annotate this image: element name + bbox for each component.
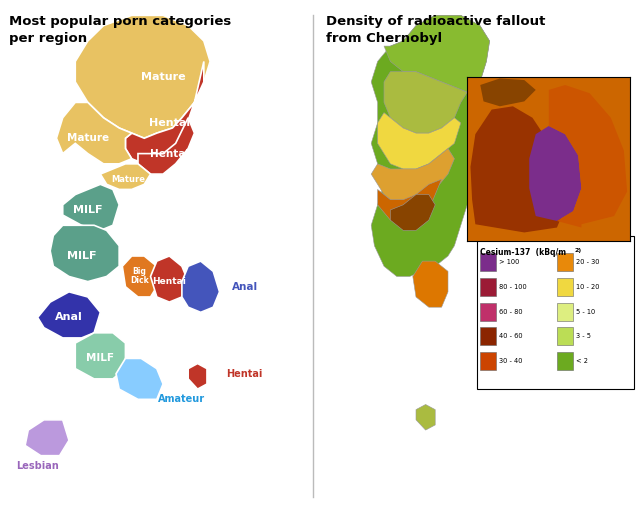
Polygon shape xyxy=(150,256,188,302)
Polygon shape xyxy=(38,292,100,338)
Text: < 2: < 2 xyxy=(576,358,588,364)
Polygon shape xyxy=(371,15,490,276)
Text: 60 - 80: 60 - 80 xyxy=(499,309,523,314)
Text: 5 - 10: 5 - 10 xyxy=(576,309,595,314)
Polygon shape xyxy=(384,15,490,92)
Bar xyxy=(557,303,573,321)
Text: Mature: Mature xyxy=(111,175,145,184)
Polygon shape xyxy=(182,261,220,312)
Text: Cesium-137  (kBq/m: Cesium-137 (kBq/m xyxy=(480,248,566,258)
Polygon shape xyxy=(470,106,565,232)
Text: 40 - 60: 40 - 60 xyxy=(499,333,523,339)
Text: MILF: MILF xyxy=(67,251,96,261)
Polygon shape xyxy=(529,126,581,221)
Text: Hentai: Hentai xyxy=(150,148,189,159)
FancyBboxPatch shape xyxy=(477,236,634,389)
Polygon shape xyxy=(390,195,435,230)
Polygon shape xyxy=(76,333,125,379)
Text: Lesbian: Lesbian xyxy=(15,461,58,471)
Text: > 100: > 100 xyxy=(499,260,520,265)
Polygon shape xyxy=(480,78,536,106)
Polygon shape xyxy=(76,15,210,138)
Bar xyxy=(480,327,496,345)
Polygon shape xyxy=(467,77,630,241)
Text: 80 - 100: 80 - 100 xyxy=(499,284,527,290)
Polygon shape xyxy=(100,164,150,189)
Text: 20 - 30: 20 - 30 xyxy=(576,260,600,265)
Text: 10 - 20: 10 - 20 xyxy=(576,284,600,290)
Text: Mature: Mature xyxy=(67,133,109,143)
Polygon shape xyxy=(384,72,467,133)
Polygon shape xyxy=(125,61,204,164)
Bar xyxy=(557,327,573,345)
Polygon shape xyxy=(116,358,163,399)
Text: 30 - 40: 30 - 40 xyxy=(499,358,523,364)
Text: Anal: Anal xyxy=(232,282,258,292)
Text: MILF: MILF xyxy=(86,353,115,364)
Polygon shape xyxy=(371,148,454,205)
Text: Hentai: Hentai xyxy=(226,369,262,379)
Text: Hentai: Hentai xyxy=(152,277,186,286)
Text: Amateur: Amateur xyxy=(158,394,205,404)
Polygon shape xyxy=(50,225,119,282)
Bar xyxy=(557,253,573,271)
Polygon shape xyxy=(378,113,461,169)
Bar xyxy=(480,303,496,321)
Text: 3 - 5: 3 - 5 xyxy=(576,333,591,339)
Bar xyxy=(557,278,573,296)
Bar xyxy=(557,352,573,370)
Text: Mature: Mature xyxy=(141,72,186,82)
Bar xyxy=(480,278,496,296)
Polygon shape xyxy=(416,404,435,430)
Text: MILF: MILF xyxy=(73,205,102,215)
Polygon shape xyxy=(413,261,448,307)
Text: Anal: Anal xyxy=(55,312,83,323)
Polygon shape xyxy=(56,102,132,164)
Polygon shape xyxy=(378,179,442,225)
Polygon shape xyxy=(138,118,195,174)
Text: Hentai: Hentai xyxy=(148,118,190,128)
Text: Most popular porn categories
per region: Most popular porn categories per region xyxy=(10,15,232,46)
Text: Density of radioactive fallout
from Chernobyl: Density of radioactive fallout from Cher… xyxy=(326,15,546,46)
Text: 2): 2) xyxy=(575,248,582,253)
Polygon shape xyxy=(63,184,119,230)
Polygon shape xyxy=(122,256,157,297)
Polygon shape xyxy=(548,85,627,227)
Bar xyxy=(480,352,496,370)
Polygon shape xyxy=(25,420,69,456)
Bar xyxy=(480,253,496,271)
Text: Big
Dick: Big Dick xyxy=(130,267,149,286)
Polygon shape xyxy=(188,364,207,389)
